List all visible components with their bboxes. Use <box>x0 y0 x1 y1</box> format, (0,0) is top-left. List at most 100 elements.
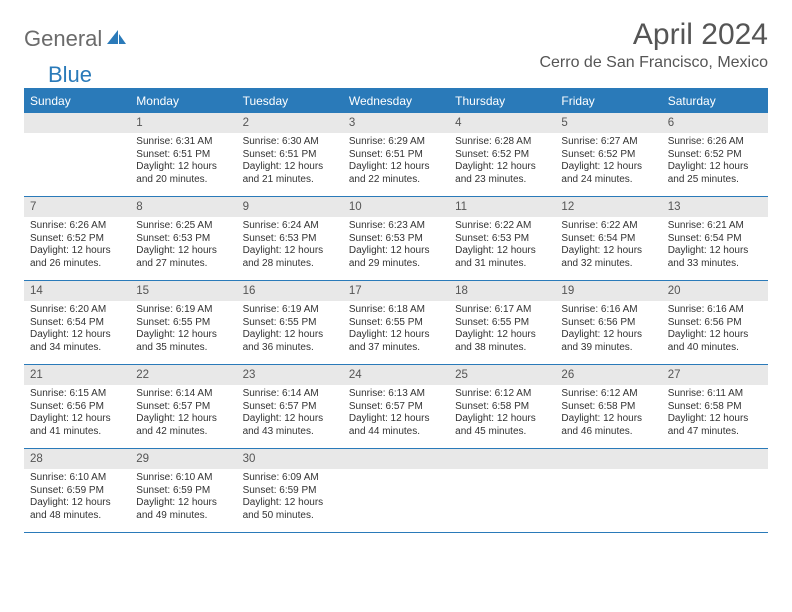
sunset-line: Sunset: 6:59 PM <box>243 485 337 498</box>
day-cell: 16Sunrise: 6:19 AMSunset: 6:55 PMDayligh… <box>237 281 343 365</box>
day-cell: 24Sunrise: 6:13 AMSunset: 6:57 PMDayligh… <box>343 365 449 449</box>
sunrise-line: Sunrise: 6:18 AM <box>349 304 443 317</box>
daylight-line: Daylight: 12 hours and 40 minutes. <box>668 329 762 354</box>
day-number: 1 <box>130 113 236 133</box>
daylight-line: Daylight: 12 hours and 38 minutes. <box>455 329 549 354</box>
day-number: 6 <box>662 113 768 133</box>
sunset-line: Sunset: 6:56 PM <box>668 317 762 330</box>
sunrise-line: Sunrise: 6:11 AM <box>668 388 762 401</box>
sunrise-line: Sunrise: 6:15 AM <box>30 388 124 401</box>
day-number: 13 <box>662 197 768 217</box>
day-body: Sunrise: 6:16 AMSunset: 6:56 PMDaylight:… <box>555 301 661 360</box>
sunset-line: Sunset: 6:58 PM <box>455 401 549 414</box>
sunset-line: Sunset: 6:59 PM <box>30 485 124 498</box>
day-body: Sunrise: 6:24 AMSunset: 6:53 PMDaylight:… <box>237 217 343 276</box>
logo-text-general: General <box>24 26 102 52</box>
sunset-line: Sunset: 6:55 PM <box>136 317 230 330</box>
sunrise-line: Sunrise: 6:10 AM <box>136 472 230 485</box>
day-number: 11 <box>449 197 555 217</box>
day-cell: 19Sunrise: 6:16 AMSunset: 6:56 PMDayligh… <box>555 281 661 365</box>
sunrise-line: Sunrise: 6:12 AM <box>561 388 655 401</box>
day-body: Sunrise: 6:30 AMSunset: 6:51 PMDaylight:… <box>237 133 343 192</box>
sunset-line: Sunset: 6:54 PM <box>561 233 655 246</box>
day-cell: 26Sunrise: 6:12 AMSunset: 6:58 PMDayligh… <box>555 365 661 449</box>
day-body: Sunrise: 6:22 AMSunset: 6:54 PMDaylight:… <box>555 217 661 276</box>
sunrise-line: Sunrise: 6:29 AM <box>349 136 443 149</box>
sunset-line: Sunset: 6:58 PM <box>668 401 762 414</box>
sunrise-line: Sunrise: 6:12 AM <box>455 388 549 401</box>
daylight-line: Daylight: 12 hours and 29 minutes. <box>349 245 443 270</box>
day-cell: 18Sunrise: 6:17 AMSunset: 6:55 PMDayligh… <box>449 281 555 365</box>
title-block: April 2024 Cerro de San Francisco, Mexic… <box>539 18 768 72</box>
day-body: Sunrise: 6:16 AMSunset: 6:56 PMDaylight:… <box>662 301 768 360</box>
day-body: Sunrise: 6:14 AMSunset: 6:57 PMDaylight:… <box>237 385 343 444</box>
day-cell: 2Sunrise: 6:30 AMSunset: 6:51 PMDaylight… <box>237 113 343 197</box>
sunrise-line: Sunrise: 6:25 AM <box>136 220 230 233</box>
day-body: Sunrise: 6:25 AMSunset: 6:53 PMDaylight:… <box>130 217 236 276</box>
day-cell: 17Sunrise: 6:18 AMSunset: 6:55 PMDayligh… <box>343 281 449 365</box>
day-body: Sunrise: 6:18 AMSunset: 6:55 PMDaylight:… <box>343 301 449 360</box>
day-number: 28 <box>24 449 130 469</box>
day-body: Sunrise: 6:26 AMSunset: 6:52 PMDaylight:… <box>662 133 768 192</box>
day-number: 21 <box>24 365 130 385</box>
day-body: Sunrise: 6:17 AMSunset: 6:55 PMDaylight:… <box>449 301 555 360</box>
day-body: Sunrise: 6:15 AMSunset: 6:56 PMDaylight:… <box>24 385 130 444</box>
day-header-friday: Friday <box>555 89 661 113</box>
sunrise-line: Sunrise: 6:26 AM <box>30 220 124 233</box>
day-body: Sunrise: 6:10 AMSunset: 6:59 PMDaylight:… <box>24 469 130 528</box>
logo-sail-icon <box>106 28 128 51</box>
sunrise-line: Sunrise: 6:22 AM <box>561 220 655 233</box>
daylight-line: Daylight: 12 hours and 26 minutes. <box>30 245 124 270</box>
day-cell: 6Sunrise: 6:26 AMSunset: 6:52 PMDaylight… <box>662 113 768 197</box>
day-body: Sunrise: 6:28 AMSunset: 6:52 PMDaylight:… <box>449 133 555 192</box>
day-number: 25 <box>449 365 555 385</box>
daylight-line: Daylight: 12 hours and 48 minutes. <box>30 497 124 522</box>
day-cell: 5Sunrise: 6:27 AMSunset: 6:52 PMDaylight… <box>555 113 661 197</box>
sunset-line: Sunset: 6:52 PM <box>561 149 655 162</box>
day-body: Sunrise: 6:23 AMSunset: 6:53 PMDaylight:… <box>343 217 449 276</box>
day-cell: 7Sunrise: 6:26 AMSunset: 6:52 PMDaylight… <box>24 197 130 281</box>
day-number: 16 <box>237 281 343 301</box>
day-number: 10 <box>343 197 449 217</box>
day-number: 12 <box>555 197 661 217</box>
daylight-line: Daylight: 12 hours and 24 minutes. <box>561 161 655 186</box>
day-number: 7 <box>24 197 130 217</box>
empty-cell <box>24 113 130 197</box>
sunrise-line: Sunrise: 6:23 AM <box>349 220 443 233</box>
sunrise-line: Sunrise: 6:31 AM <box>136 136 230 149</box>
daylight-line: Daylight: 12 hours and 34 minutes. <box>30 329 124 354</box>
daylight-line: Daylight: 12 hours and 35 minutes. <box>136 329 230 354</box>
day-body: Sunrise: 6:20 AMSunset: 6:54 PMDaylight:… <box>24 301 130 360</box>
empty-cell <box>343 449 449 533</box>
daylight-line: Daylight: 12 hours and 39 minutes. <box>561 329 655 354</box>
daylight-line: Daylight: 12 hours and 50 minutes. <box>243 497 337 522</box>
sunrise-line: Sunrise: 6:28 AM <box>455 136 549 149</box>
daylight-line: Daylight: 12 hours and 41 minutes. <box>30 413 124 438</box>
sunset-line: Sunset: 6:57 PM <box>136 401 230 414</box>
day-body: Sunrise: 6:09 AMSunset: 6:59 PMDaylight:… <box>237 469 343 528</box>
day-number: 14 <box>24 281 130 301</box>
sunset-line: Sunset: 6:52 PM <box>30 233 124 246</box>
day-body: Sunrise: 6:27 AMSunset: 6:52 PMDaylight:… <box>555 133 661 192</box>
sunrise-line: Sunrise: 6:10 AM <box>30 472 124 485</box>
daylight-line: Daylight: 12 hours and 25 minutes. <box>668 161 762 186</box>
location: Cerro de San Francisco, Mexico <box>539 54 768 72</box>
sunset-line: Sunset: 6:59 PM <box>136 485 230 498</box>
day-body: Sunrise: 6:26 AMSunset: 6:52 PMDaylight:… <box>24 217 130 276</box>
daylight-line: Daylight: 12 hours and 45 minutes. <box>455 413 549 438</box>
day-cell: 15Sunrise: 6:19 AMSunset: 6:55 PMDayligh… <box>130 281 236 365</box>
sunset-line: Sunset: 6:55 PM <box>243 317 337 330</box>
sunrise-line: Sunrise: 6:24 AM <box>243 220 337 233</box>
day-cell: 9Sunrise: 6:24 AMSunset: 6:53 PMDaylight… <box>237 197 343 281</box>
day-body: Sunrise: 6:12 AMSunset: 6:58 PMDaylight:… <box>449 385 555 444</box>
day-header-sunday: Sunday <box>24 89 130 113</box>
sunset-line: Sunset: 6:52 PM <box>668 149 762 162</box>
day-cell: 11Sunrise: 6:22 AMSunset: 6:53 PMDayligh… <box>449 197 555 281</box>
sunrise-line: Sunrise: 6:22 AM <box>455 220 549 233</box>
sunset-line: Sunset: 6:54 PM <box>668 233 762 246</box>
day-body: Sunrise: 6:12 AMSunset: 6:58 PMDaylight:… <box>555 385 661 444</box>
sunset-line: Sunset: 6:57 PM <box>349 401 443 414</box>
sunrise-line: Sunrise: 6:14 AM <box>243 388 337 401</box>
sunset-line: Sunset: 6:53 PM <box>243 233 337 246</box>
day-header-monday: Monday <box>130 89 236 113</box>
